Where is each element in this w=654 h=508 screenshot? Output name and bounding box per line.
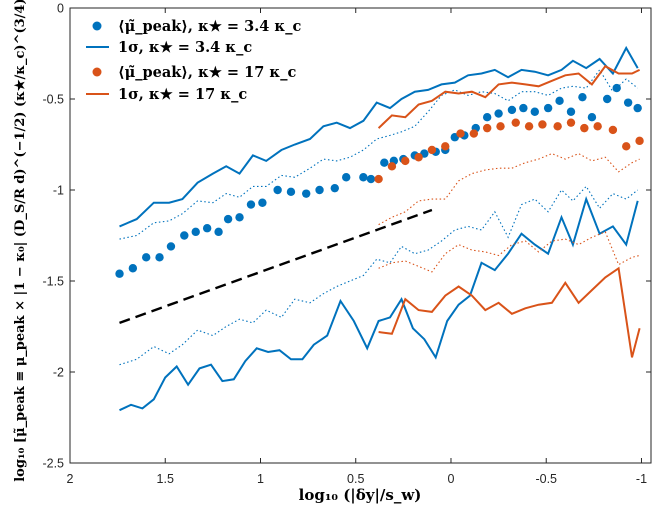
y-tick-label: -2 xyxy=(53,366,64,380)
data-point xyxy=(635,136,644,146)
data-point xyxy=(602,94,612,104)
data-point xyxy=(469,129,479,138)
data-point xyxy=(587,113,597,122)
data-point xyxy=(387,162,397,171)
data-point xyxy=(553,122,562,131)
x-tick-label: 1 xyxy=(257,472,264,486)
data-point xyxy=(374,174,383,184)
x-tick-label: 1.5 xyxy=(157,472,174,486)
data-point xyxy=(128,264,138,273)
data-point xyxy=(302,189,311,198)
legend-label-sigma-17: 1σ, κ★ = 17 κ_c xyxy=(118,86,247,103)
data-point xyxy=(273,185,282,195)
data-point xyxy=(530,107,539,116)
data-point xyxy=(623,98,633,107)
data-point xyxy=(507,105,517,115)
x-tick-label: 2 xyxy=(67,472,74,486)
y-tick-label: -2.5 xyxy=(42,457,64,471)
data-point xyxy=(155,253,164,262)
y-tick-label: -1.5 xyxy=(42,275,64,289)
series-5-points xyxy=(374,118,644,184)
data-point xyxy=(414,153,423,162)
data-point xyxy=(543,103,553,113)
data-point xyxy=(286,187,296,197)
y-tick-label: -0.5 xyxy=(42,93,64,107)
data-point xyxy=(330,183,339,193)
x-tick-label: -0.5 xyxy=(535,472,557,486)
x-axis-title: log₁₀ (|δy|/s_w) xyxy=(299,486,422,504)
data-point xyxy=(359,173,368,182)
y-tick-label: -1 xyxy=(53,184,64,198)
data-point xyxy=(593,122,602,131)
data-point xyxy=(191,227,200,237)
data-point xyxy=(246,200,256,209)
legend-label-mean-17: ⟨μ̃_peak⟩, κ★ = 17 κ_c xyxy=(118,64,296,81)
data-point xyxy=(566,107,576,116)
x-tick-label: -1 xyxy=(636,472,647,486)
data-point xyxy=(315,185,324,195)
data-point xyxy=(342,173,351,182)
data-point xyxy=(427,145,437,155)
series-0-points xyxy=(115,83,642,278)
series-9-line xyxy=(378,266,641,358)
legend-label-sigma-3.4: 1σ, κ★ = 3.4 κ_c xyxy=(118,39,252,56)
data-point xyxy=(401,156,410,166)
series-10-line xyxy=(119,208,433,325)
legend-label-mean-3.4: ⟨μ̃_peak⟩, κ★ = 3.4 κ_c xyxy=(118,18,302,35)
data-point xyxy=(494,109,503,118)
data-point xyxy=(482,113,492,122)
y-tick-label: 0 xyxy=(57,2,64,16)
series-4-line xyxy=(119,195,639,412)
data-point xyxy=(380,158,389,167)
data-point xyxy=(202,224,212,233)
data-point xyxy=(566,118,576,127)
legend-marker-mean-17 xyxy=(92,67,102,77)
series-6-line xyxy=(377,64,641,129)
x-tick-label: 0.5 xyxy=(347,472,364,486)
data-point xyxy=(115,269,124,278)
data-point xyxy=(580,123,589,133)
data-point xyxy=(519,103,528,113)
x-tick-label: 0 xyxy=(448,472,455,486)
data-point xyxy=(608,125,618,135)
data-point xyxy=(482,123,492,133)
series-2-line xyxy=(119,68,639,240)
data-point xyxy=(141,253,151,262)
data-point xyxy=(578,92,587,102)
data-point xyxy=(441,142,450,151)
data-point xyxy=(223,214,233,224)
data-point xyxy=(235,213,244,222)
data-point xyxy=(456,129,465,138)
data-point xyxy=(214,227,223,237)
data-point xyxy=(622,142,631,151)
data-point xyxy=(555,96,564,106)
data-point xyxy=(524,122,534,131)
data-point xyxy=(180,231,189,240)
data-point xyxy=(538,120,547,129)
data-point xyxy=(633,103,642,113)
data-point xyxy=(258,198,267,207)
data-point xyxy=(511,118,520,127)
series-1-line xyxy=(119,45,639,228)
legend: ⟨μ̃_peak⟩, κ★ = 3.4 κ_c 1σ, κ★ = 3.4 κ_c… xyxy=(86,18,302,103)
legend-marker-mean-3.4 xyxy=(92,21,102,31)
data-point xyxy=(166,242,176,251)
y-axis-title: log₁₀ [μ̃_peak ≡ μ_peak × |1 − κ₀| (D_S/… xyxy=(13,0,28,482)
data-point xyxy=(366,174,376,184)
data-point xyxy=(496,122,505,131)
